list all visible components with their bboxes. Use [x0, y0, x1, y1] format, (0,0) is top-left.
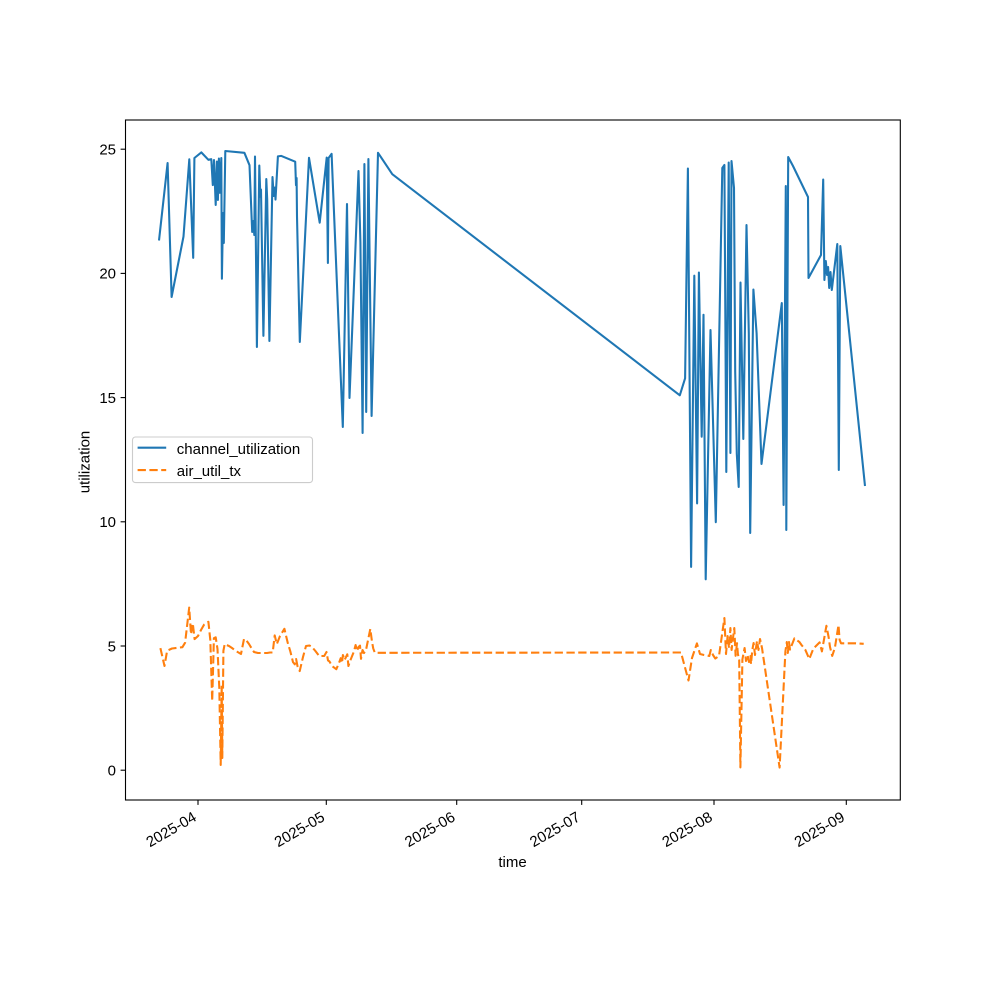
svg-text:20: 20 [99, 266, 116, 283]
svg-text:10: 10 [99, 514, 116, 531]
svg-text:5: 5 [108, 638, 116, 655]
svg-text:utilization: utilization [77, 431, 94, 494]
svg-text:channel_utilization: channel_utilization [177, 441, 300, 458]
svg-text:time: time [498, 854, 526, 871]
svg-text:25: 25 [99, 142, 116, 159]
svg-text:15: 15 [99, 390, 116, 407]
svg-text:air_util_tx: air_util_tx [177, 463, 242, 480]
svg-text:0: 0 [108, 763, 116, 780]
